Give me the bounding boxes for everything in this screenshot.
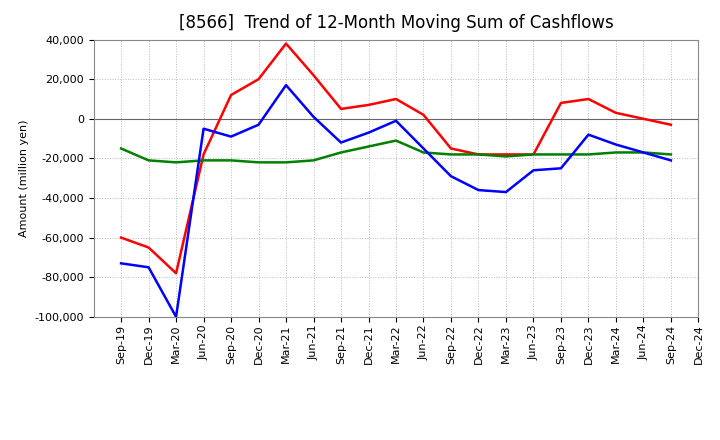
Operating Cashflow [282,41,290,46]
Operating Cashflow [667,122,675,128]
Operating Cashflow [392,96,400,102]
Line: Investing Cashflow: Investing Cashflow [121,141,671,162]
Investing Cashflow [667,152,675,157]
Free Cashflow [199,126,208,131]
Free Cashflow [117,260,125,266]
Investing Cashflow [199,158,208,163]
Investing Cashflow [611,150,620,155]
Investing Cashflow [337,150,346,155]
Line: Operating Cashflow: Operating Cashflow [121,44,671,273]
Operating Cashflow [557,100,565,106]
Free Cashflow [364,130,373,136]
Investing Cashflow [392,138,400,143]
Investing Cashflow [254,160,263,165]
Free Cashflow [474,187,483,193]
Operating Cashflow [199,152,208,157]
Free Cashflow [584,132,593,137]
Investing Cashflow [446,152,455,157]
Free Cashflow [254,122,263,128]
Operating Cashflow [529,152,538,157]
Investing Cashflow [639,150,648,155]
Operating Cashflow [254,77,263,82]
Free Cashflow [419,146,428,151]
Free Cashflow [639,150,648,155]
Operating Cashflow [584,96,593,102]
Y-axis label: Amount (million yen): Amount (million yen) [19,119,29,237]
Free Cashflow [557,165,565,171]
Investing Cashflow [474,152,483,157]
Operating Cashflow [639,116,648,121]
Operating Cashflow [337,106,346,111]
Investing Cashflow [309,158,318,163]
Free Cashflow [227,134,235,139]
Free Cashflow [529,168,538,173]
Investing Cashflow [557,152,565,157]
Free Cashflow [392,118,400,123]
Operating Cashflow [117,235,125,240]
Investing Cashflow [117,146,125,151]
Investing Cashflow [419,150,428,155]
Line: Free Cashflow: Free Cashflow [121,85,671,317]
Operating Cashflow [172,271,181,276]
Free Cashflow [502,189,510,194]
Free Cashflow [446,173,455,179]
Operating Cashflow [419,112,428,117]
Operating Cashflow [446,146,455,151]
Free Cashflow [611,142,620,147]
Free Cashflow [282,82,290,88]
Free Cashflow [337,140,346,145]
Free Cashflow [667,158,675,163]
Investing Cashflow [172,160,181,165]
Title: [8566]  Trend of 12-Month Moving Sum of Cashflows: [8566] Trend of 12-Month Moving Sum of C… [179,15,613,33]
Operating Cashflow [611,110,620,115]
Operating Cashflow [474,152,483,157]
Operating Cashflow [227,92,235,98]
Operating Cashflow [144,245,153,250]
Investing Cashflow [282,160,290,165]
Operating Cashflow [364,102,373,107]
Investing Cashflow [144,158,153,163]
Investing Cashflow [502,154,510,159]
Investing Cashflow [584,152,593,157]
Operating Cashflow [502,152,510,157]
Investing Cashflow [227,158,235,163]
Free Cashflow [309,114,318,119]
Free Cashflow [144,264,153,270]
Operating Cashflow [309,73,318,78]
Investing Cashflow [529,152,538,157]
Investing Cashflow [364,144,373,149]
Free Cashflow [172,314,181,319]
